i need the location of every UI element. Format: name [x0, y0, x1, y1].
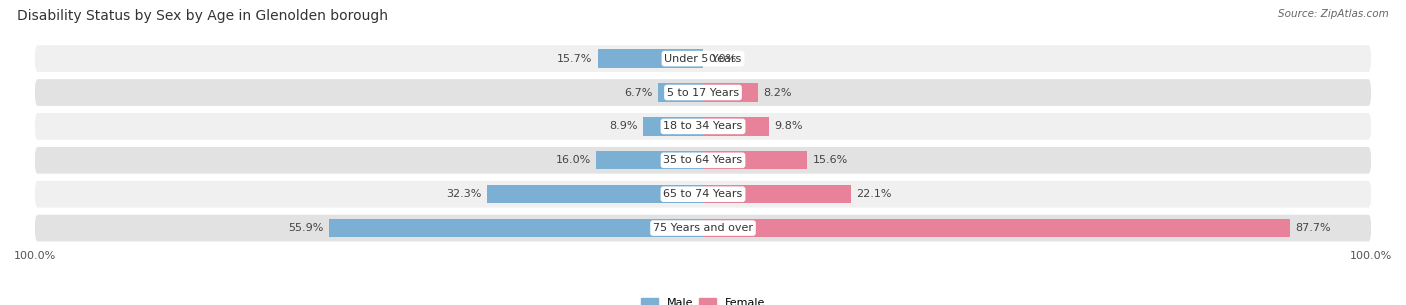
Text: 18 to 34 Years: 18 to 34 Years	[664, 121, 742, 131]
Bar	[598, 49, 703, 68]
Text: 15.7%: 15.7%	[557, 54, 593, 64]
Bar	[703, 219, 1289, 237]
Text: Source: ZipAtlas.com: Source: ZipAtlas.com	[1278, 9, 1389, 19]
FancyBboxPatch shape	[34, 45, 1372, 73]
Bar	[703, 117, 769, 135]
Text: 100.0%: 100.0%	[1350, 251, 1392, 261]
Text: 32.3%: 32.3%	[446, 189, 482, 199]
Text: 5 to 17 Years: 5 to 17 Years	[666, 88, 740, 98]
FancyBboxPatch shape	[34, 112, 1372, 141]
Bar	[658, 83, 703, 102]
Text: 0.0%: 0.0%	[709, 54, 737, 64]
FancyBboxPatch shape	[34, 214, 1372, 242]
Bar	[486, 185, 703, 203]
Text: 100.0%: 100.0%	[14, 251, 56, 261]
Text: 22.1%: 22.1%	[856, 189, 891, 199]
Text: 8.2%: 8.2%	[763, 88, 792, 98]
Text: Disability Status by Sex by Age in Glenolden borough: Disability Status by Sex by Age in Gleno…	[17, 9, 388, 23]
Legend: Male, Female: Male, Female	[637, 293, 769, 305]
Bar	[703, 185, 851, 203]
FancyBboxPatch shape	[34, 146, 1372, 174]
Text: 65 to 74 Years: 65 to 74 Years	[664, 189, 742, 199]
Bar	[329, 219, 703, 237]
Text: 6.7%: 6.7%	[624, 88, 652, 98]
Bar	[703, 83, 758, 102]
Text: 55.9%: 55.9%	[288, 223, 323, 233]
Text: Under 5 Years: Under 5 Years	[665, 54, 741, 64]
Text: 15.6%: 15.6%	[813, 155, 848, 165]
Text: 75 Years and over: 75 Years and over	[652, 223, 754, 233]
Text: 9.8%: 9.8%	[773, 121, 803, 131]
FancyBboxPatch shape	[34, 180, 1372, 208]
Bar	[596, 151, 703, 170]
Text: 87.7%: 87.7%	[1295, 223, 1330, 233]
FancyBboxPatch shape	[34, 78, 1372, 106]
Bar	[703, 151, 807, 170]
Text: 35 to 64 Years: 35 to 64 Years	[664, 155, 742, 165]
Text: 8.9%: 8.9%	[610, 121, 638, 131]
Bar	[644, 117, 703, 135]
Text: 16.0%: 16.0%	[555, 155, 591, 165]
